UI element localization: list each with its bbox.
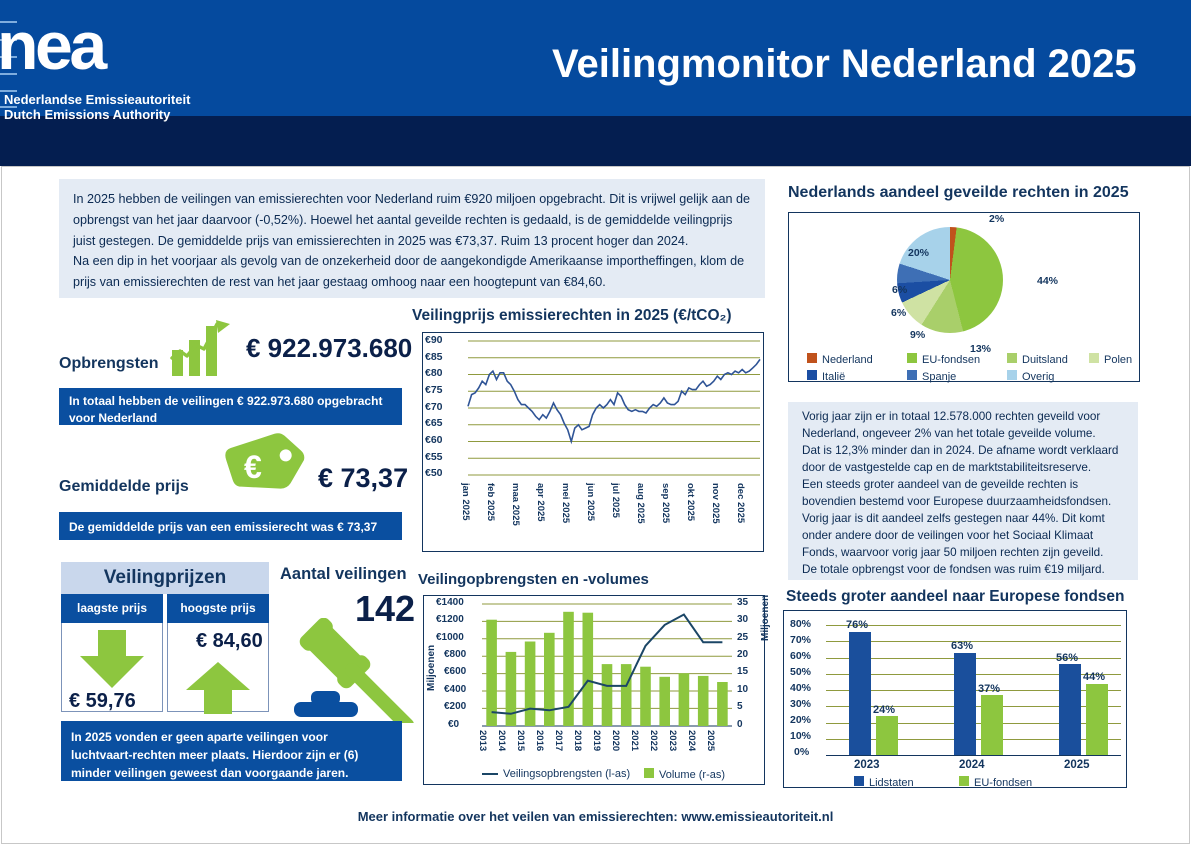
svg-text:€: €: [244, 449, 262, 485]
